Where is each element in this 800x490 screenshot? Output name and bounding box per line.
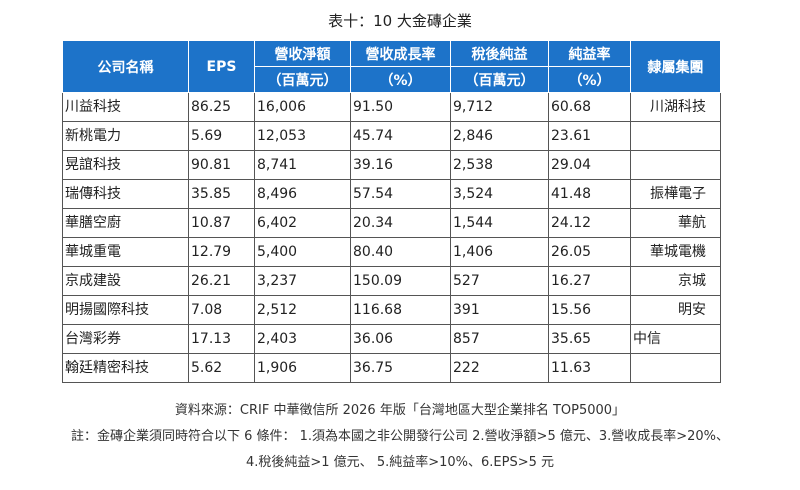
header-company: 公司名稱 (62, 40, 189, 93)
cell-company: 京成建設 (62, 266, 189, 296)
cell-growth: 36.06 (350, 324, 451, 354)
cell-margin: 24.12 (548, 208, 631, 238)
cell-group (630, 121, 721, 151)
cell-net-income: 3,524 (450, 179, 549, 209)
cell-group: 中信 (630, 324, 721, 354)
table-row: 華膳空廚 10.87 6,402 20.34 1,544 24.12 華航 (62, 208, 721, 238)
cell-company: 明揚國際科技 (62, 295, 189, 325)
header-revenue-unit: （百萬元） (254, 66, 351, 93)
cell-group: 川湖科技 (630, 92, 721, 122)
cell-margin: 35.65 (548, 324, 631, 354)
cell-company: 川益科技 (62, 92, 189, 122)
cell-growth: 20.34 (350, 208, 451, 238)
cell-growth: 80.40 (350, 237, 451, 267)
cell-revenue: 8,741 (254, 150, 351, 180)
header-row-1: 公司名稱 EPS 營收淨額 營收成長率 稅後純益 純益率 隸屬集團 (62, 40, 721, 93)
cell-group: 明安 (630, 295, 721, 325)
cell-revenue: 2,512 (254, 295, 351, 325)
cell-net-income: 857 (450, 324, 549, 354)
header-revenue: 營收淨額 (254, 40, 351, 67)
cell-revenue: 2,403 (254, 324, 351, 354)
header-growth: 營收成長率 (350, 40, 451, 67)
cell-revenue: 3,237 (254, 266, 351, 296)
cell-revenue: 6,402 (254, 208, 351, 238)
cell-growth: 150.09 (350, 266, 451, 296)
cell-group (630, 353, 721, 383)
cell-margin: 60.68 (548, 92, 631, 122)
cell-eps: 5.62 (188, 353, 255, 383)
cell-eps: 17.13 (188, 324, 255, 354)
table-row: 京成建設 26.21 3,237 150.09 527 16.27 京城 (62, 266, 721, 296)
cell-company: 新桃電力 (62, 121, 189, 151)
cell-margin: 29.04 (548, 150, 631, 180)
header-margin: 純益率 (548, 40, 631, 67)
cell-margin: 16.27 (548, 266, 631, 296)
cell-net-income: 1,406 (450, 237, 549, 267)
table-row: 華城重電 12.79 5,400 80.40 1,406 26.05 華城電機 (62, 237, 721, 267)
cell-eps: 5.69 (188, 121, 255, 151)
table-title: 表十：10 大金磚企業 (328, 12, 472, 30)
table-row: 明揚國際科技 7.08 2,512 116.68 391 15.56 明安 (62, 295, 721, 325)
cell-margin: 11.63 (548, 353, 631, 383)
cell-eps: 90.81 (188, 150, 255, 180)
cell-margin: 15.56 (548, 295, 631, 325)
header-row-2: （百萬元） （%） （百萬元） （%） (63, 66, 721, 93)
cell-revenue: 5,400 (254, 237, 351, 267)
cell-eps: 12.79 (188, 237, 255, 267)
cell-company: 晃誼科技 (62, 150, 189, 180)
cell-eps: 35.85 (188, 179, 255, 209)
cell-net-income: 222 (450, 353, 549, 383)
cell-net-income: 527 (450, 266, 549, 296)
source-note: 資料來源：CRIF 中華徵信所 2026 年版「台灣地區大型企業排名 TOP50… (174, 403, 626, 418)
cell-group: 京城 (630, 266, 721, 296)
header-net-income: 稅後純益 (450, 40, 549, 67)
cell-group: 華城電機 (630, 237, 721, 267)
cell-growth: 45.74 (350, 121, 451, 151)
cell-growth: 91.50 (350, 92, 451, 122)
cell-company: 翰廷精密科技 (62, 353, 189, 383)
header-margin-unit: （%） (548, 66, 631, 93)
cell-net-income: 391 (450, 295, 549, 325)
criteria-note-line-1: 註：金磚企業須同時符合以下 6 條件： 1.須為本國之非公開發行公司 2.營收淨… (70, 429, 730, 444)
table-row: 台灣彩券 17.13 2,403 36.06 857 35.65 中信 (62, 324, 721, 354)
cell-eps: 7.08 (188, 295, 255, 325)
cell-revenue: 12,053 (254, 121, 351, 151)
cell-margin: 26.05 (548, 237, 631, 267)
cell-group: 振樺電子 (630, 179, 721, 209)
cell-growth: 116.68 (350, 295, 451, 325)
cell-revenue: 1,906 (254, 353, 351, 383)
cell-growth: 57.54 (350, 179, 451, 209)
cell-margin: 23.61 (548, 121, 631, 151)
cell-company: 華膳空廚 (62, 208, 189, 238)
cell-net-income: 9,712 (450, 92, 549, 122)
table-row: 瑞傳科技 35.85 8,496 57.54 3,524 41.48 振樺電子 (62, 179, 721, 209)
criteria-note-line-2: 4.稅後純益>1 億元、 5.純益率>10%、6.EPS>5 元 (245, 455, 555, 470)
header-eps: EPS (188, 40, 255, 93)
table-row: 川益科技 86.25 16,006 91.50 9,712 60.68 川湖科技 (62, 92, 721, 122)
cell-net-income: 1,544 (450, 208, 549, 238)
table-row: 翰廷精密科技 5.62 1,906 36.75 222 11.63 (62, 353, 721, 383)
cell-group: 華航 (630, 208, 721, 238)
cell-net-income: 2,846 (450, 121, 549, 151)
cell-growth: 39.16 (350, 150, 451, 180)
cell-eps: 86.25 (188, 92, 255, 122)
header-growth-unit: （%） (350, 66, 451, 93)
cell-revenue: 16,006 (254, 92, 351, 122)
cell-growth: 36.75 (350, 353, 451, 383)
cell-eps: 10.87 (188, 208, 255, 238)
table-row: 晃誼科技 90.81 8,741 39.16 2,538 29.04 (62, 150, 721, 180)
header-group: 隸屬集團 (630, 40, 721, 93)
cell-eps: 26.21 (188, 266, 255, 296)
gold-brick-enterprises-table: 公司名稱 EPS 營收淨額 營收成長率 稅後純益 純益率 隸屬集團 （百萬元） … (62, 40, 721, 383)
table-row: 新桃電力 5.69 12,053 45.74 2,846 23.61 (62, 121, 721, 151)
cell-company: 台灣彩券 (62, 324, 189, 354)
cell-company: 瑞傳科技 (62, 179, 189, 209)
cell-group (630, 150, 721, 180)
cell-net-income: 2,538 (450, 150, 549, 180)
header-net-income-unit: （百萬元） (450, 66, 549, 93)
cell-revenue: 8,496 (254, 179, 351, 209)
cell-company: 華城重電 (62, 237, 189, 267)
cell-margin: 41.48 (548, 179, 631, 209)
